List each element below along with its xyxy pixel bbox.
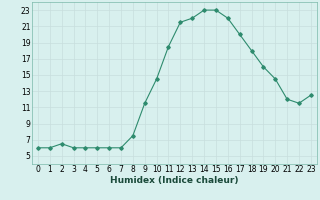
X-axis label: Humidex (Indice chaleur): Humidex (Indice chaleur) — [110, 176, 239, 185]
